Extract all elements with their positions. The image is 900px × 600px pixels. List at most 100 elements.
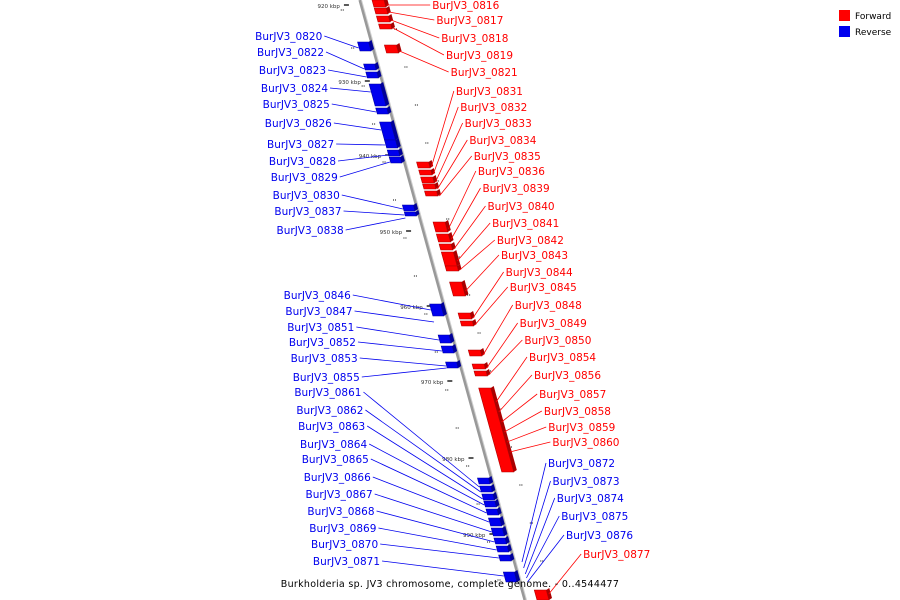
reverse-gene-label: BurJV3_0829 — [271, 172, 338, 184]
forward-gene-label: BurJV3_0833 — [465, 118, 532, 130]
forward-leader-line — [388, 11, 435, 21]
forward-gene-block — [383, 44, 399, 54]
reverse-gene-block-side — [504, 536, 510, 544]
reverse-leader-line — [352, 294, 431, 311]
reverse-gene-block — [363, 63, 377, 71]
forward-leader-line — [448, 170, 477, 230]
reverse-gene-block — [375, 107, 389, 115]
forward-leader-line — [504, 410, 543, 433]
reverse-leader-line — [354, 310, 435, 323]
reverse-leader-line — [341, 194, 404, 210]
reverse-gene-block-side — [374, 62, 380, 70]
reverse-leader-line — [381, 560, 504, 577]
reverse-gene-block — [365, 71, 379, 79]
reverse-gene-label: BurJV3_0852 — [289, 337, 356, 349]
forward-leader-line — [488, 339, 523, 376]
kbp-marker-label: 980 kbp — [442, 457, 465, 463]
reverse-leader-line — [336, 143, 386, 146]
forward-gene-block — [420, 176, 435, 184]
forward-gene-label: BurJV3_0850 — [524, 335, 591, 347]
forward-gene-block-side — [396, 43, 402, 53]
reverse-gene-block — [401, 204, 416, 212]
reverse-leader-line — [325, 51, 365, 70]
forward-leader-line — [390, 19, 440, 39]
forward-gene-block — [467, 349, 483, 357]
reverse-gene-label: BurJV3_0870 — [311, 539, 378, 551]
reverse-gene-block — [388, 156, 403, 164]
legend-swatch-forward — [839, 10, 850, 21]
forward-gene-block — [371, 0, 387, 8]
forward-leader-line — [392, 27, 445, 56]
reverse-gene-block-side — [499, 516, 505, 526]
forward-leader-line — [498, 374, 533, 413]
forward-gene-block-side — [434, 182, 439, 189]
reverse-gene-label: BurJV3_0864 — [300, 439, 367, 451]
reverse-leader-line — [526, 515, 560, 579]
forward-gene-label: BurJV3_0821 — [451, 67, 518, 79]
forward-gene-block-side — [390, 22, 395, 29]
kbp-marker-label: 930 kbp — [338, 80, 361, 86]
forward-gene-label: BurJV3_0835 — [474, 151, 541, 163]
reverse-leader-line — [357, 341, 443, 352]
forward-gene-block — [444, 265, 459, 272]
kbp-marker-label: 970 kbp — [421, 380, 444, 386]
reverse-gene-label: BurJV3_0875 — [561, 511, 628, 523]
reverse-gene-block-side — [490, 484, 496, 492]
forward-leader-line — [456, 222, 491, 262]
reverse-gene-block-side — [514, 570, 521, 582]
forward-leader-line — [506, 426, 547, 443]
forward-gene-block — [459, 320, 475, 327]
forward-gene-block — [422, 183, 437, 190]
forward-leader-line — [430, 90, 455, 168]
forward-leader-line — [486, 322, 518, 369]
reverse-leader-line — [363, 391, 480, 488]
forward-leader-line — [399, 50, 449, 73]
reverse-gene-label: BurJV3_0847 — [285, 306, 352, 318]
forward-leader-line — [459, 239, 496, 271]
legend-swatch-reverse — [839, 26, 850, 37]
reverse-gene-block — [445, 361, 459, 369]
reverse-leader-line — [524, 497, 556, 575]
forward-gene-label: BurJV3_0842 — [497, 235, 564, 247]
forward-gene-label: BurJV3_0843 — [501, 250, 568, 262]
reverse-gene-block — [440, 345, 455, 354]
reverse-gene-label: BurJV3_0871 — [313, 556, 380, 568]
reverse-gene-block-side — [456, 360, 462, 368]
forward-gene-block — [373, 7, 389, 15]
forward-leader-line — [432, 106, 459, 175]
forward-leader-line — [548, 553, 582, 595]
reverse-leader-line — [370, 458, 487, 514]
reverse-gene-label: BurJV3_0876 — [566, 530, 633, 542]
reverse-leader-line — [378, 527, 497, 551]
forward-gene-label: BurJV3_0832 — [460, 102, 527, 114]
reverse-leader-line — [345, 217, 406, 231]
reverse-gene-block-side — [376, 70, 382, 78]
reverse-gene-label: BurJV3_0867 — [306, 489, 373, 501]
legend-label-forward: Forward — [855, 12, 891, 22]
forward-gene-block-side — [490, 386, 517, 472]
forward-gene-label: BurJV3_0844 — [506, 267, 573, 279]
forward-leader-line — [465, 254, 500, 292]
forward-leader-line — [437, 139, 468, 190]
forward-gene-label: BurJV3_0816 — [432, 0, 499, 12]
reverse-gene-label: BurJV3_0826 — [265, 118, 332, 130]
forward-gene-label: BurJV3_0834 — [469, 135, 536, 147]
forward-gene-block-side — [430, 168, 436, 175]
reverse-gene-label: BurJV3_0855 — [293, 372, 360, 384]
forward-gene-block-side — [461, 280, 469, 296]
reverse-leader-line — [361, 367, 447, 378]
reverse-gene-block-side — [492, 492, 498, 500]
reverse-gene-block — [495, 545, 510, 553]
forward-gene-block — [471, 363, 486, 370]
reverse-gene-block-side — [509, 553, 515, 561]
forward-leader-line — [501, 393, 538, 423]
kbp-marker-label: 920 kbp — [318, 4, 341, 10]
reverse-leader-line — [372, 476, 490, 523]
reverse-gene-block-side — [398, 148, 403, 156]
reverse-gene-label: BurJV3_0873 — [553, 476, 620, 488]
reverse-gene-label: BurJV3_0827 — [267, 139, 334, 151]
reverse-leader-line — [374, 493, 492, 533]
forward-leader-line — [472, 271, 504, 319]
forward-gene-block — [424, 190, 439, 197]
forward-gene-label: BurJV3_0856 — [534, 370, 601, 382]
